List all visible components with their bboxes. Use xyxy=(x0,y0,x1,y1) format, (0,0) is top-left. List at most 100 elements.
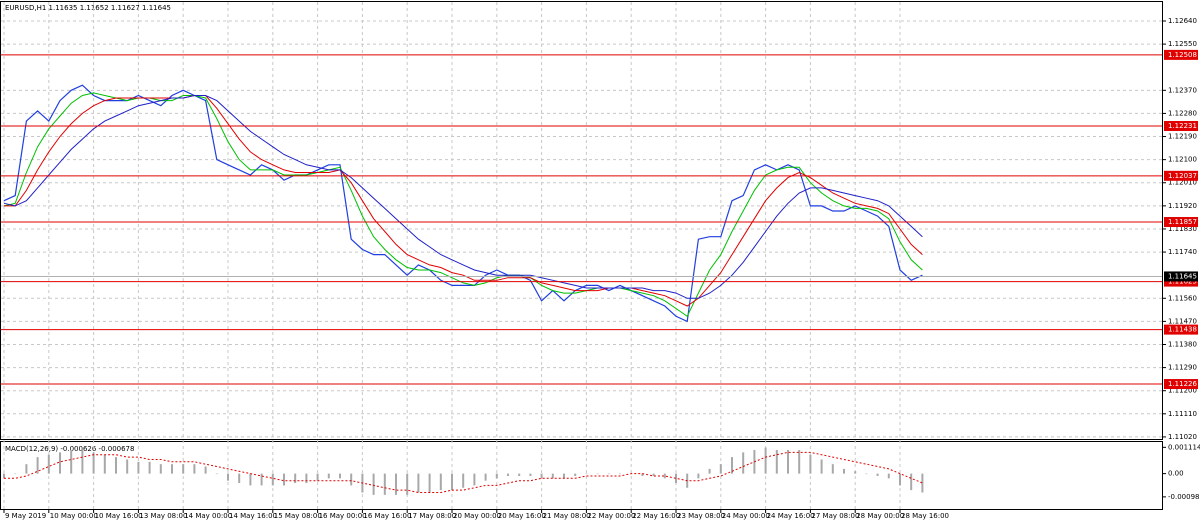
x-tick-label: 16 May 16:00 xyxy=(363,512,411,520)
x-tick-label: 13 May 08:00 xyxy=(139,512,187,520)
y-tick-label: 1.12280 xyxy=(1168,109,1197,117)
level-tag xyxy=(1164,217,1198,228)
macd-bar xyxy=(473,473,476,486)
level-label: 1.11625 xyxy=(1168,278,1197,286)
x-tick-label: 15 May 08:00 xyxy=(274,512,322,520)
macd-bar xyxy=(283,473,285,486)
macd-bar xyxy=(383,473,386,495)
macd-bar xyxy=(775,450,778,474)
macd-bar xyxy=(652,473,655,476)
macd-bar xyxy=(350,473,353,486)
level-tag xyxy=(1164,170,1198,181)
y-tick-label: -0.000986 xyxy=(1168,493,1200,501)
y-tick-label: 0.001114 xyxy=(1168,443,1200,451)
macd-bar xyxy=(843,468,845,474)
macd-bar xyxy=(910,473,913,491)
moving-average xyxy=(4,95,923,307)
macd-bar xyxy=(81,450,84,474)
macd-bar xyxy=(820,459,823,474)
level-label: 1.12231 xyxy=(1168,122,1197,130)
macd-bar xyxy=(260,473,263,486)
macd-bar xyxy=(327,473,330,479)
level-label: 1.11226 xyxy=(1168,380,1197,388)
x-tick-label: 10 May 16:00 xyxy=(95,512,143,520)
macd-bar xyxy=(697,473,700,479)
level-tag xyxy=(1164,121,1198,132)
macd-bar xyxy=(887,473,890,479)
x-tick-label: 22 May 16:00 xyxy=(632,512,680,520)
y-tick-label: 1.12100 xyxy=(1168,156,1197,164)
macd-bar xyxy=(271,473,274,486)
macd-bar xyxy=(809,454,812,474)
macd-bar xyxy=(876,473,879,476)
macd-bar xyxy=(708,468,711,474)
macd-bar xyxy=(921,473,924,493)
macd-bar xyxy=(103,454,106,474)
macd-bar xyxy=(137,461,140,474)
macd-bar xyxy=(238,473,241,484)
y-tick-label: 1.11920 xyxy=(1168,202,1197,210)
macd-bar xyxy=(462,473,465,488)
macd-header: MACD(12,26,9) -0.000626 -0.000678 xyxy=(5,445,134,453)
macd-bar xyxy=(596,473,599,475)
macd-bar xyxy=(316,473,319,481)
y-tick-label: 1.12550 xyxy=(1168,40,1197,48)
macd-bar xyxy=(294,473,297,484)
x-tick-label: 22 May 00:00 xyxy=(587,512,635,520)
y-tick-label: 1.11290 xyxy=(1168,364,1197,372)
y-tick-label: 1.12370 xyxy=(1168,86,1197,94)
macd-bar xyxy=(495,473,498,479)
level-tag xyxy=(1164,379,1198,390)
macd-bar xyxy=(798,450,801,474)
x-tick-label: 28 May 00:00 xyxy=(856,512,904,520)
macd-frame xyxy=(0,441,1163,510)
level-label: 1.11438 xyxy=(1168,326,1197,334)
macd-bar xyxy=(305,473,308,484)
macd-bar xyxy=(215,473,218,475)
y-tick-label: 1.11380 xyxy=(1168,340,1197,348)
macd-bar xyxy=(787,450,789,474)
macd-bar xyxy=(663,473,666,479)
y-tick-label: 1.11830 xyxy=(1168,225,1197,233)
x-tick-label: 14 May 00:00 xyxy=(184,512,232,520)
x-tick-label: 9 May 2019 xyxy=(5,512,46,520)
macd-bar xyxy=(540,473,543,479)
x-tick-label: 21 May 08:00 xyxy=(543,512,591,520)
x-tick-label: 17 May 08:00 xyxy=(408,512,456,520)
macd-bar xyxy=(227,473,229,481)
x-tick-label: 20 May 16:00 xyxy=(498,512,546,520)
macd-bar xyxy=(854,471,857,474)
price-line xyxy=(3,84,923,323)
macd-bar xyxy=(171,464,173,474)
macd-bar xyxy=(47,454,50,474)
macd-bar xyxy=(395,473,397,495)
macd-bar xyxy=(204,466,207,474)
x-tick-label: 23 May 08:00 xyxy=(677,512,725,520)
level-label: 1.11857 xyxy=(1168,218,1197,226)
macd-bar xyxy=(92,452,95,474)
macd-bar xyxy=(182,464,185,474)
y-tick-label: 1.12640 xyxy=(1168,17,1197,25)
y-tick-label: 1.11470 xyxy=(1168,317,1197,325)
macd-bar xyxy=(551,473,554,479)
y-tick-label: 0.00 xyxy=(1168,470,1184,478)
macd-bar xyxy=(372,473,375,495)
macd-bar xyxy=(607,473,610,475)
main-frame xyxy=(0,1,1163,440)
macd-bar xyxy=(719,464,722,474)
y-tick-label: 1.11020 xyxy=(1168,433,1197,441)
level-tag xyxy=(1164,324,1198,335)
level-tag xyxy=(1164,49,1198,60)
macd-bar xyxy=(585,473,588,475)
macd-bar xyxy=(619,473,621,475)
macd-bar xyxy=(484,473,487,481)
macd-bar xyxy=(3,473,5,479)
macd-bar xyxy=(36,457,39,474)
x-tick-label: 24 May 00:00 xyxy=(722,512,770,520)
last-price-tag xyxy=(1164,271,1198,282)
macd-bar xyxy=(417,473,420,493)
macd-bar xyxy=(451,473,453,491)
x-tick-label: 28 May 16:00 xyxy=(901,512,949,520)
